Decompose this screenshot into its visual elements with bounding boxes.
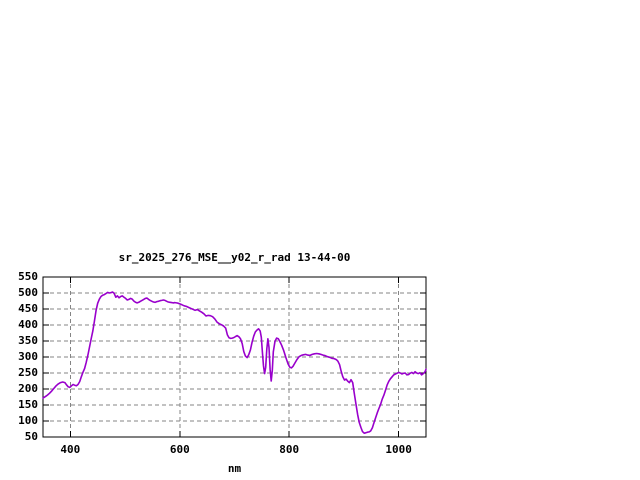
y-tick-label: 100 xyxy=(18,414,38,427)
y-tick-label: 300 xyxy=(18,350,38,363)
y-tick-label: 350 xyxy=(18,334,38,347)
x-tick-label: 800 xyxy=(279,443,300,456)
y-tick-label: 50 xyxy=(24,430,38,443)
x-tick-label: 400 xyxy=(60,443,81,456)
y-tick-label: 450 xyxy=(18,302,38,315)
y-tick-label: 250 xyxy=(18,366,38,379)
y-tick-label: 150 xyxy=(18,398,38,411)
y-tick-label: 500 xyxy=(18,286,38,299)
x-tick-label: 600 xyxy=(169,443,190,456)
y-tick-label: 200 xyxy=(18,382,38,395)
spectrum-curve xyxy=(42,291,427,435)
y-tick-label: 550 xyxy=(18,270,38,283)
x-tick-label: 1000 xyxy=(385,443,412,456)
x-axis-title: nm xyxy=(227,462,242,475)
y-tick-label: 400 xyxy=(18,318,38,331)
chart-title: sr_2025_276_MSE__y02_r_rad 13-44-00 xyxy=(118,251,351,264)
